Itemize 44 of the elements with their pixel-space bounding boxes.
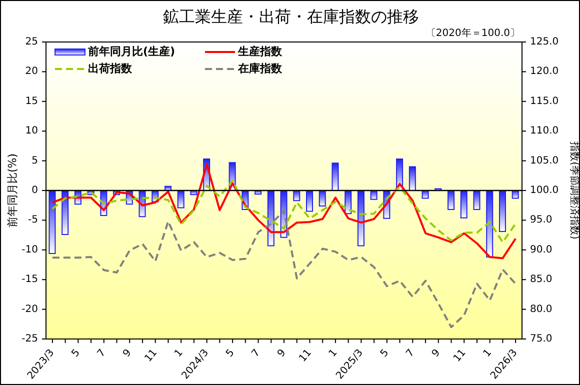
x-tick-label: 5 (378, 347, 392, 360)
y-tick-label: -15 (22, 274, 38, 286)
y-tick-label: 15 (25, 96, 38, 107)
y-tick-label: -10 (22, 244, 38, 256)
y2-tick-label: 120.0 (530, 66, 559, 78)
x-tick-label: 9 (276, 347, 288, 360)
y2-tick-label: 105.0 (530, 155, 559, 166)
y-tick-label: 10 (25, 126, 38, 137)
text: 〔2020年＝100.0〕 (426, 27, 520, 40)
y-tick-label: 20 (25, 66, 38, 78)
legend-label: 出荷指数 (88, 61, 132, 76)
x-tick-label: 9 (430, 347, 443, 360)
y-axis-title: 前年同月比(%) (6, 153, 19, 228)
y-tick-label: 25 (25, 36, 38, 48)
y2-tick-label: 80.0 (530, 304, 552, 315)
chart-title: 鉱工業生産・出荷・在庫指数の推移 (162, 7, 420, 28)
y-tick-label: 5 (32, 155, 38, 166)
y2-tick-label: 75.0 (530, 334, 552, 344)
x-tick-label: 7 (96, 347, 108, 360)
y2-tick-label: 100.0 (530, 185, 559, 196)
x-tick-label: 5 (70, 347, 82, 360)
x-tick-label: 1 (172, 347, 186, 360)
legend-label: 生産指数 (238, 44, 282, 59)
x-tick-label: 7 (404, 347, 417, 360)
legend-label: 前年同月比(生産) (88, 44, 176, 59)
y-tick-label: -5 (28, 214, 38, 226)
y-tick-label: -20 (22, 304, 38, 315)
y2-tick-label: 115.0 (530, 96, 559, 107)
x-tick-label: 11 (297, 347, 314, 364)
x-tick-label: 5 (224, 347, 237, 360)
y2-tick-label: 85.0 (530, 274, 552, 286)
x-tick-label: 1 (482, 347, 494, 360)
y2-tick-label: 95.0 (530, 214, 552, 226)
y-tick-label: 0 (32, 185, 38, 196)
y2-tick-label: 110.0 (530, 126, 559, 137)
y-tick-label: -25 (22, 334, 38, 344)
y2-tick-label: 90.0 (530, 244, 552, 256)
legend-label: 在庫指数 (238, 61, 282, 76)
x-tick-label: 11 (452, 347, 468, 364)
x-tick-label: 9 (121, 347, 134, 360)
x-tick-label: 7 (250, 347, 262, 360)
y2-tick-label: 125.0 (530, 36, 559, 48)
x-tick-label: 11 (142, 347, 160, 364)
x-tick-label: 1 (327, 347, 340, 360)
